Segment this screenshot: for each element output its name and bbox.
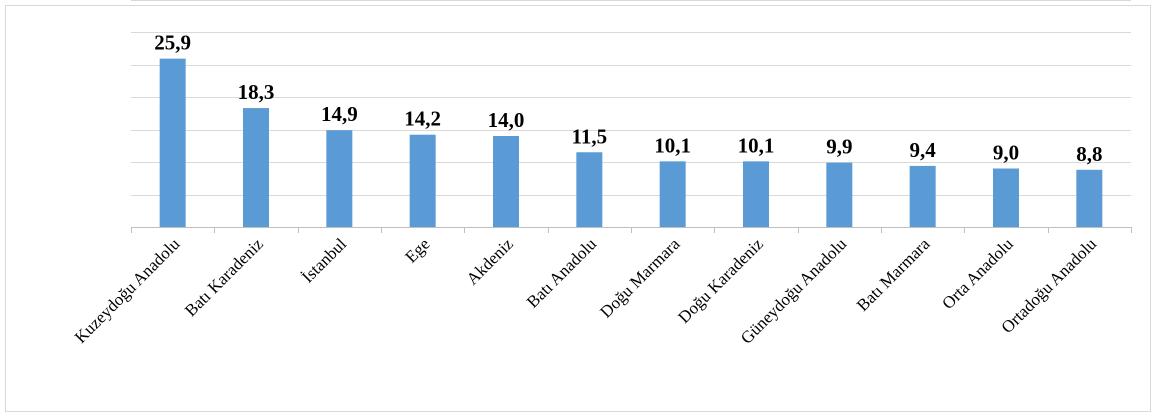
data-label-7: 10,1: [654, 133, 691, 157]
bar-12: [1076, 169, 1103, 227]
data-label-9: 9,9: [826, 135, 852, 159]
category-label-8: Doğu Karadeniz: [674, 234, 767, 327]
category-label-3: İstanbul: [298, 234, 350, 286]
data-label-4: 14,2: [404, 107, 441, 131]
bar-5: [493, 136, 519, 227]
data-label-5: 14,0: [488, 108, 525, 132]
data-label-12: 8,8: [1076, 142, 1102, 166]
data-label-8: 10,1: [738, 133, 775, 157]
bar-4: [409, 134, 436, 227]
bar-2: [243, 108, 269, 227]
category-label-5: Akdeniz: [463, 234, 517, 288]
data-label-1: 25,9: [154, 31, 191, 55]
category-label-2: Batı Karadeniz: [181, 234, 267, 320]
data-label-11: 9,0: [993, 141, 1019, 165]
category-label-6: Batı Anadolu: [523, 234, 601, 312]
bar-8: [743, 161, 769, 227]
category-label-7: Doğu Marmara: [596, 234, 684, 322]
data-label-2: 18,3: [238, 80, 275, 104]
data-label-10: 9,4: [910, 138, 937, 162]
bar-9: [826, 162, 853, 227]
data-label-3: 14,9: [321, 102, 358, 126]
bar-7: [659, 161, 686, 227]
bar-1: [159, 58, 186, 228]
category-label-1: Kuzeydoğu Anadolu: [71, 234, 184, 347]
bar-6: [576, 152, 603, 227]
category-label-10: Batı Marmara: [853, 234, 934, 315]
category-label-11: Orta Anadolu: [938, 234, 1017, 313]
category-label-4: Ege: [401, 234, 433, 266]
bar-3: [326, 130, 353, 227]
bar-11: [993, 168, 1019, 227]
data-label-6: 11,5: [572, 124, 608, 148]
bar-10: [909, 165, 936, 227]
